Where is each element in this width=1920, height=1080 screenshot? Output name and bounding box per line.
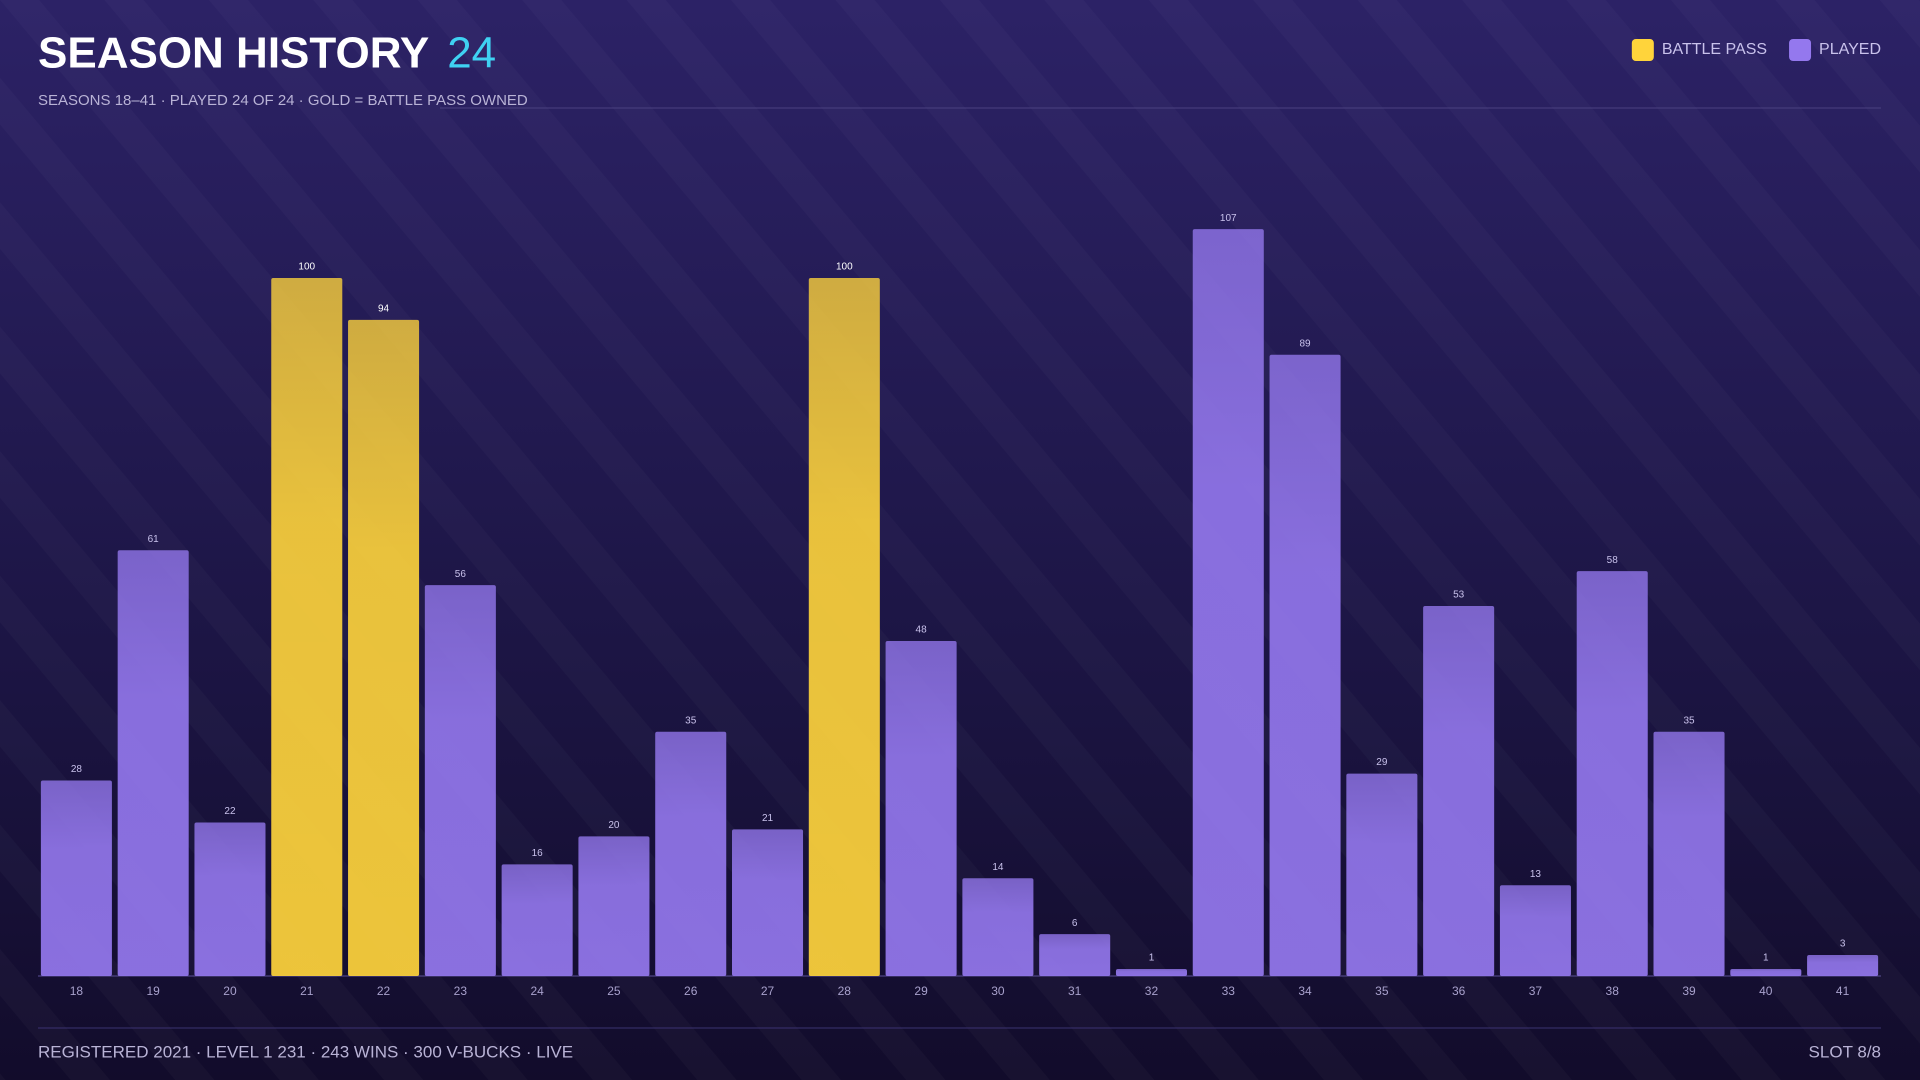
- x-tick-label: 33: [1222, 984, 1236, 998]
- legend-swatch: [1789, 39, 1812, 61]
- value-label: 94: [378, 304, 390, 315]
- title: SEASON HISTORY: [38, 29, 429, 78]
- bar: [1192, 229, 1264, 976]
- bar: [655, 731, 727, 976]
- value-label: 13: [1530, 869, 1542, 880]
- x-tick-label: 27: [761, 984, 775, 998]
- x-tick-label: 37: [1529, 984, 1543, 998]
- x-tick-label: 20: [223, 984, 237, 998]
- bar: [348, 319, 420, 976]
- value-label: 16: [532, 848, 544, 859]
- x-tick-label: 19: [147, 984, 161, 998]
- x-tick-label: 21: [300, 984, 314, 998]
- x-tick-label: 38: [1606, 984, 1620, 998]
- x-tick-label: 34: [1298, 984, 1312, 998]
- bar: [1576, 571, 1648, 976]
- bar: [117, 550, 189, 976]
- value-label: 100: [298, 262, 315, 273]
- bar: [732, 829, 804, 976]
- bar: [501, 864, 573, 976]
- x-tick-label: 41: [1836, 984, 1850, 998]
- x-tick-label: 28: [838, 984, 852, 998]
- bar: [1039, 934, 1111, 976]
- value-label: 48: [916, 625, 928, 636]
- value-label: 21: [762, 813, 774, 824]
- value-label: 89: [1300, 338, 1312, 349]
- footer: REGISTERED 2021 · LEVEL 1 231 · 243 WINS…: [38, 1042, 573, 1061]
- bar: [1269, 354, 1341, 976]
- value-label: 6: [1072, 918, 1078, 929]
- value-label: 58: [1607, 555, 1619, 566]
- bar: [1115, 969, 1187, 976]
- x-tick-label: 23: [454, 984, 468, 998]
- legend-label: BATTLE PASS: [1662, 41, 1767, 58]
- x-tick-label: 26: [684, 984, 698, 998]
- value-label: 35: [1683, 715, 1695, 726]
- legend-label: PLAYED: [1819, 41, 1881, 58]
- value-label: 35: [685, 715, 697, 726]
- subtitle: SEASONS 18–41 · PLAYED 24 OF 24 · GOLD =…: [38, 92, 528, 109]
- bar: [808, 278, 880, 976]
- x-tick-label: 30: [991, 984, 1005, 998]
- bar: [1807, 955, 1879, 976]
- x-tick-label: 40: [1759, 984, 1773, 998]
- x-tick-label: 18: [70, 984, 84, 998]
- bar: [1653, 731, 1725, 976]
- value-label: 22: [224, 806, 236, 817]
- bar: [194, 822, 266, 976]
- bar: [424, 585, 496, 976]
- value-label: 53: [1453, 590, 1465, 601]
- value-label: 107: [1220, 213, 1237, 224]
- value-label: 100: [836, 262, 853, 273]
- footer-right: SLOT 8/8: [1809, 1042, 1881, 1061]
- x-tick-label: 39: [1682, 984, 1696, 998]
- value-label: 1: [1763, 953, 1769, 964]
- x-tick-label: 31: [1068, 984, 1082, 998]
- x-tick-label: 32: [1145, 984, 1159, 998]
- bar: [578, 836, 650, 976]
- x-tick-label: 29: [914, 984, 928, 998]
- x-tick-label: 35: [1375, 984, 1389, 998]
- bar: [962, 878, 1034, 976]
- x-tick-label: 24: [530, 984, 544, 998]
- x-tick-label: 25: [607, 984, 621, 998]
- value-label: 61: [148, 534, 160, 545]
- value-label: 1: [1149, 953, 1155, 964]
- bar: [1423, 606, 1495, 976]
- value-label: 56: [455, 569, 467, 580]
- bar: [271, 278, 343, 976]
- bar: [1499, 885, 1571, 976]
- value-label: 29: [1376, 757, 1388, 768]
- x-tick-label: 36: [1452, 984, 1466, 998]
- title-count: 24: [447, 29, 496, 78]
- x-tick-label: 22: [377, 984, 391, 998]
- value-label: 14: [992, 862, 1004, 873]
- bar: [1346, 773, 1418, 976]
- value-label: 28: [71, 764, 83, 775]
- bar: [40, 780, 112, 976]
- legend-swatch: [1631, 39, 1654, 61]
- value-label: 3: [1840, 939, 1846, 950]
- bar: [1730, 969, 1802, 976]
- bar: [885, 640, 957, 976]
- value-label: 20: [608, 820, 620, 831]
